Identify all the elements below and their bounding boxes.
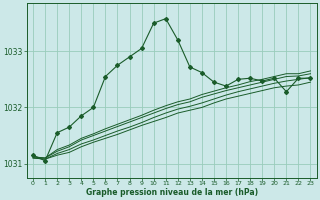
X-axis label: Graphe pression niveau de la mer (hPa): Graphe pression niveau de la mer (hPa) (86, 188, 258, 197)
